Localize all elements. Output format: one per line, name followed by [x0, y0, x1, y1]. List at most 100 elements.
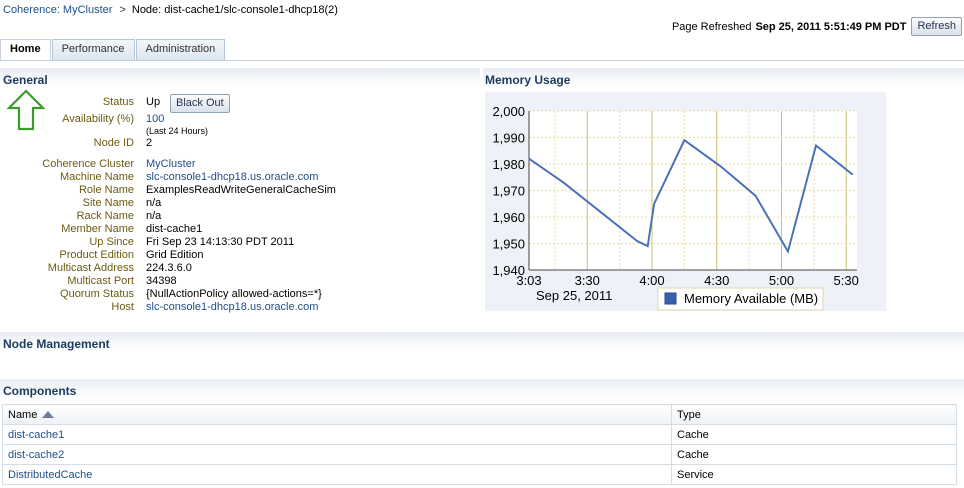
legend-label: Memory Available (MB) [684, 291, 818, 306]
property-key: Host [111, 301, 134, 313]
property-row: Multicast Port 34398 [0, 275, 480, 288]
property-row: Role Name ExamplesReadWriteGeneralCacheSi… [0, 184, 480, 197]
column-header-name-label: Name [8, 408, 38, 421]
tab-divider [0, 60, 964, 61]
page-refreshed-time: Sep 25, 2011 5:51:49 PM PDT [755, 20, 907, 33]
x-tick-label: 4:30 [704, 273, 729, 288]
column-header-name[interactable]: Name [2, 404, 672, 425]
component-name-link[interactable]: dist-cache2 [8, 448, 65, 461]
property-row: Up Since Fri Sep 23 14:13:30 PDT 2011 [0, 236, 480, 249]
x-tick-label: 3:30 [575, 273, 600, 288]
property-key: Node ID [93, 137, 134, 149]
x-tick-label: 4:00 [639, 273, 664, 288]
property-key: Availability (%) [62, 113, 134, 125]
component-name-cell: DistributedCache [2, 464, 672, 485]
page-refresh-area: Page Refreshed Sep 25, 2011 5:51:49 PM P… [672, 17, 962, 36]
tab-administration[interactable]: Administration [135, 39, 226, 60]
column-header-type[interactable]: Type [671, 404, 957, 425]
property-key: Quorum Status [60, 288, 134, 300]
general-title: General [3, 73, 48, 87]
property-row: Member Name dist-cache1 [0, 223, 480, 236]
components-table: Name Type dist-cache1 Cache dist-cache2 Cac… [2, 404, 957, 485]
y-tick-label: 1,940 [492, 263, 525, 278]
property-value: {NullActionPolicy allowed-actions=*} [146, 288, 322, 300]
property-key: Product Edition [59, 249, 134, 261]
property-row: Site Name n/a [0, 197, 480, 210]
property-value-link[interactable]: 100 [146, 113, 165, 125]
property-value: n/a [146, 197, 162, 209]
property-key: Multicast Address [47, 262, 134, 274]
memory-header-band [483, 68, 964, 88]
property-value-link[interactable]: MyCluster [146, 158, 196, 170]
legend-swatch [664, 292, 677, 305]
component-name-link[interactable]: dist-cache1 [8, 428, 65, 441]
property-row: Multicast Address 224.3.6.0 [0, 262, 480, 275]
x-tick-label: 3:03 [516, 273, 541, 288]
component-type-cell: Cache [671, 444, 957, 465]
breadcrumb-separator: > [119, 4, 126, 16]
components-title: Components [3, 384, 77, 398]
component-type-cell: Service [671, 464, 957, 485]
component-name-link[interactable]: DistributedCache [8, 468, 93, 481]
y-tick-label: 1,960 [492, 210, 525, 225]
tab-bar: Home Performance Administration [0, 39, 226, 60]
memory-usage-title: Memory Usage [485, 73, 571, 87]
table-row: dist-cache1 Cache [2, 424, 957, 445]
page-refreshed-label: Page Refreshed [671, 20, 752, 33]
x-date-label: Sep 25, 2011 [536, 288, 612, 303]
property-key: Machine Name [60, 171, 134, 183]
property-row: Status Up [0, 96, 480, 109]
property-value: 224.3.6.0 [146, 262, 192, 274]
y-tick-label: 1,990 [492, 131, 525, 146]
property-key: Status [102, 96, 134, 108]
property-row: Machine Name slc-console1-dhcp18.us.oracl… [0, 171, 480, 184]
sort-ascending-icon[interactable] [42, 410, 55, 418]
property-value: (Last 24 Hours) [146, 126, 209, 136]
property-key: Member Name [61, 223, 134, 235]
property-row: Quorum Status {NullActionPolicy allowed-a… [0, 288, 480, 301]
property-row: Product Edition Grid Edition [0, 249, 480, 262]
y-tick-label: 1,970 [492, 184, 525, 199]
up-arrow-icon [6, 89, 46, 131]
component-type-cell: Cache [671, 424, 957, 445]
component-name-cell: dist-cache2 [2, 444, 672, 465]
property-value: Grid Edition [146, 249, 204, 261]
breadcrumb-current: Node: dist-cache1/slc-console1-dhcp18(2) [131, 4, 338, 16]
property-key: Up Since [89, 236, 134, 248]
property-value-link[interactable]: slc-console1-dhcp18.us.oracle.com [146, 301, 319, 313]
property-row: Availability (%) 100 [0, 113, 480, 126]
table-row: dist-cache2 Cache [2, 444, 957, 465]
property-row: Host slc-console1-dhcp18.us.oracle.com [0, 301, 480, 314]
y-tick-label: 1,980 [492, 157, 525, 172]
x-tick-label: 5:00 [769, 273, 794, 288]
breadcrumb-cluster-link[interactable]: Coherence: MyCluster [3, 4, 113, 16]
general-header-band [0, 68, 480, 88]
node-management-title: Node Management [3, 337, 110, 351]
black-out-button[interactable]: Black Out [170, 94, 230, 113]
property-key: Coherence Cluster [42, 158, 134, 170]
property-value: 34398 [146, 275, 177, 287]
property-key: Rack Name [76, 210, 134, 222]
x-tick-label: 5:30 [834, 273, 859, 288]
property-value: Up [146, 96, 161, 108]
property-row: (Last 24 Hours) [0, 125, 480, 138]
components-header-band [0, 379, 964, 399]
property-key: Role Name [78, 184, 134, 196]
memory-series-line [528, 138, 854, 255]
property-key: Multicast Port [67, 275, 134, 287]
refresh-button[interactable]: Refresh [911, 17, 962, 36]
y-tick-label: 2,000 [492, 104, 525, 119]
property-value: n/a [146, 210, 162, 222]
property-value: 2 [146, 137, 153, 149]
legend-box [657, 287, 824, 311]
property-row: Coherence Cluster MyCluster [0, 158, 480, 171]
node-management-header-band [0, 332, 964, 352]
property-row: Node ID 2 [0, 137, 480, 150]
y-tick-label: 1,950 [492, 237, 525, 252]
property-value-link[interactable]: slc-console1-dhcp18.us.oracle.com [146, 171, 319, 183]
tab-performance[interactable]: Performance [51, 39, 135, 60]
component-name-cell: dist-cache1 [2, 424, 672, 445]
tab-home[interactable]: Home [0, 39, 51, 60]
property-row: Rack Name n/a [0, 210, 480, 223]
components-header-row: Name Type [2, 404, 957, 425]
